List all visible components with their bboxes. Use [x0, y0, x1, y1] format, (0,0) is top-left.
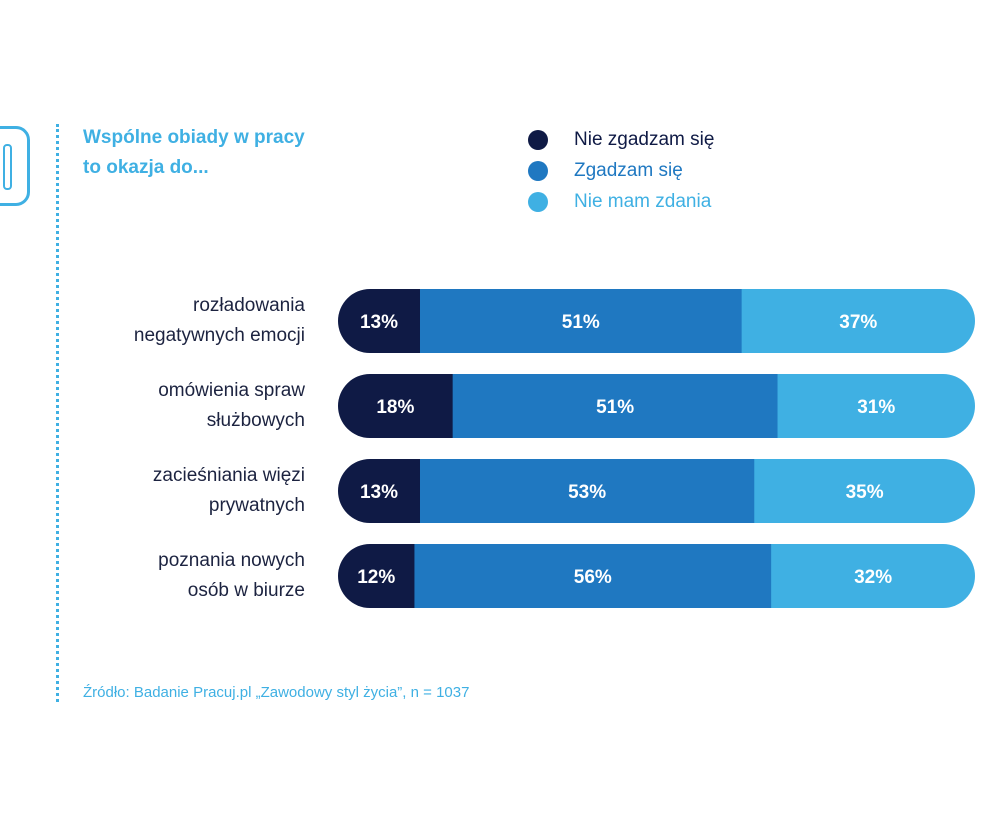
legend-item-nie-zgadzam: Nie zgadzam się: [528, 124, 714, 155]
legend-marker-zgadzam: [528, 160, 548, 181]
data-label-nie-mam-row-2: 31%: [857, 397, 895, 418]
bar-segment-nie-mam-row-2: [777, 374, 975, 438]
source-note: Źródło: Badanie Pracuj.pl „Zawodowy styl…: [83, 684, 470, 701]
dotted-divider: [56, 124, 59, 702]
chart-title: Wspólne obiady w pracy to okazja do...: [83, 123, 383, 183]
data-label-zgadzam-row-1: 51%: [562, 312, 600, 333]
data-label-nie-mam-row-4: 32%: [854, 567, 892, 588]
bar-segment-nie-mam-row-1: [741, 289, 975, 353]
category-label-row-1-line-2: negatywnych emocji: [134, 325, 305, 346]
category-label-row-2-line-1: omówienia spraw: [158, 380, 305, 401]
legend-marker-nie-zgadzam: [528, 129, 548, 150]
category-label-row-3-line-2: prywatnych: [209, 495, 305, 516]
bar-row-4: [338, 544, 975, 608]
logo-bar-icon: [3, 144, 12, 190]
data-label-nie-zgadzam-row-1: 13%: [360, 312, 398, 333]
data-label-nie-mam-row-1: 37%: [839, 312, 877, 333]
bar-segment-nie-zgadzam-row-4: [338, 544, 415, 608]
category-label-row-4-line-2: osób w biurze: [188, 580, 305, 601]
category-label-row-2-line-2: służbowych: [207, 410, 305, 431]
legend-label-nie-zgadzam: Nie zgadzam się: [574, 128, 715, 150]
legend-marker-nie-mam: [528, 191, 548, 212]
bar-segment-nie-mam-row-3: [754, 459, 975, 523]
data-label-nie-zgadzam-row-2: 18%: [376, 397, 414, 418]
category-label-row-4-line-1: poznania nowych: [158, 550, 305, 571]
legend-item-zgadzam: Zgadzam się: [528, 155, 714, 186]
data-label-nie-zgadzam-row-3: 13%: [360, 482, 398, 503]
chart-title-line-1: Wspólne obiady w pracy: [83, 127, 305, 148]
bar-segment-nie-zgadzam-row-1: [338, 289, 421, 353]
bar-segment-nie-mam-row-4: [771, 544, 975, 608]
legend-label-zgadzam: Zgadzam się: [574, 159, 683, 181]
data-label-zgadzam-row-4: 56%: [574, 567, 612, 588]
bar-row-2: [338, 374, 975, 438]
bar-row-1: [338, 289, 975, 353]
legend-label-nie-mam: Nie mam zdania: [574, 190, 712, 212]
chart-title-line-2: to okazja do...: [83, 157, 209, 178]
category-label-row-1-line-1: rozładowania: [193, 295, 305, 316]
bar-segment-zgadzam-row-4: [414, 544, 772, 608]
bar-segment-zgadzam-row-3: [419, 459, 755, 523]
category-label-row-3-line-1: zacieśniania więzi: [153, 465, 305, 486]
data-label-zgadzam-row-2: 51%: [596, 397, 634, 418]
bar-segment-zgadzam-row-1: [419, 289, 743, 353]
data-label-zgadzam-row-3: 53%: [568, 482, 606, 503]
bar-segment-nie-zgadzam-row-2: [338, 374, 454, 438]
bar-row-3: [338, 459, 975, 523]
legend-item-nie-mam: Nie mam zdania: [528, 186, 714, 217]
logo-frame-icon: [0, 126, 30, 206]
legend: Nie zgadzam się Zgadzam się Nie mam zdan…: [528, 124, 714, 217]
bar-segment-zgadzam-row-2: [452, 374, 779, 438]
bar-segment-nie-zgadzam-row-3: [338, 459, 421, 523]
data-label-nie-zgadzam-row-4: 12%: [357, 567, 395, 588]
data-label-nie-mam-row-3: 35%: [846, 482, 884, 503]
